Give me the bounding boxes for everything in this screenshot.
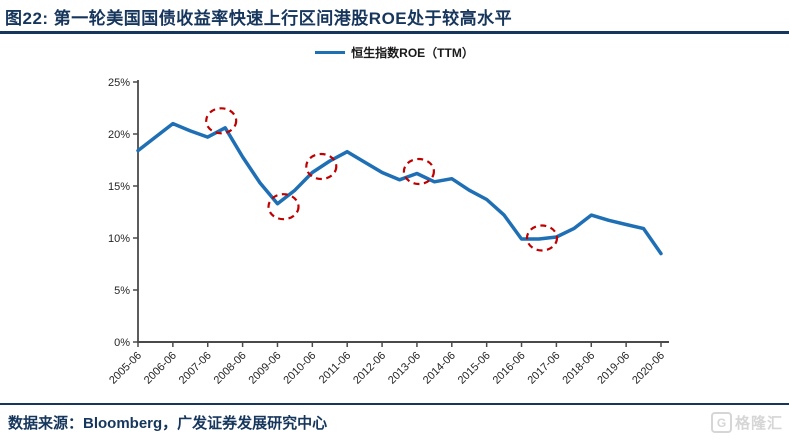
x-tick-label: 2011-06 — [317, 350, 353, 386]
data-source: 数据来源：Bloomberg，广发证券发展研究中心 — [8, 415, 328, 432]
annotation-circle — [267, 193, 300, 221]
y-tick-label: 20% — [108, 129, 130, 141]
annotation-circle — [205, 107, 238, 135]
legend-label: 恒生指数ROE（TTM） — [351, 46, 474, 60]
x-tick-label: 2017-06 — [525, 350, 562, 387]
y-tick-label: 25% — [108, 77, 130, 89]
x-tick-label: 2016-06 — [491, 350, 528, 387]
x-tick-label: 2007-06 — [177, 350, 214, 387]
x-tick-label: 2015-06 — [456, 350, 493, 387]
title-divider — [0, 31, 789, 34]
x-tick-label: 2013-06 — [386, 350, 423, 387]
gelonghui-g-icon: G — [710, 412, 732, 433]
gelonghui-logo: G 格隆汇 — [710, 412, 783, 433]
roe-line — [136, 121, 663, 256]
y-tick-label: 0% — [114, 337, 130, 349]
chart-legend: 恒生指数ROE（TTM） — [0, 44, 789, 61]
figure-title: 图22: 第一轮美国国债收益率快速上行区间港股ROE处于较高水平 — [5, 9, 513, 28]
x-tick-label: 2014-06 — [421, 350, 458, 387]
x-tick-label: 2006-06 — [142, 350, 179, 387]
x-tick-label: 2019-06 — [595, 350, 632, 387]
gelonghui-logo-text: 格隆汇 — [734, 415, 783, 432]
x-tick-label: 2010-06 — [281, 350, 318, 387]
x-tick-label: 2020-06 — [630, 350, 667, 387]
roe-line-chart: 0%5%10%15%20%25%2005-062006-062007-06200… — [107, 77, 669, 387]
annotation-circle — [402, 157, 435, 186]
annotation-circle — [525, 224, 559, 252]
y-tick-label: 5% — [114, 285, 130, 297]
x-tick-label: 2012-06 — [351, 350, 388, 387]
annotation-circle — [305, 152, 338, 181]
y-tick-label: 10% — [108, 233, 130, 245]
y-tick-label: 15% — [108, 181, 130, 193]
x-tick-label: 2018-06 — [560, 350, 597, 387]
x-tick-label: 2009-06 — [247, 350, 284, 387]
footer-divider — [0, 403, 789, 405]
x-tick-label: 2008-06 — [212, 350, 249, 387]
legend-line-swatch — [315, 51, 346, 54]
x-tick-label: 2005-06 — [107, 350, 144, 387]
